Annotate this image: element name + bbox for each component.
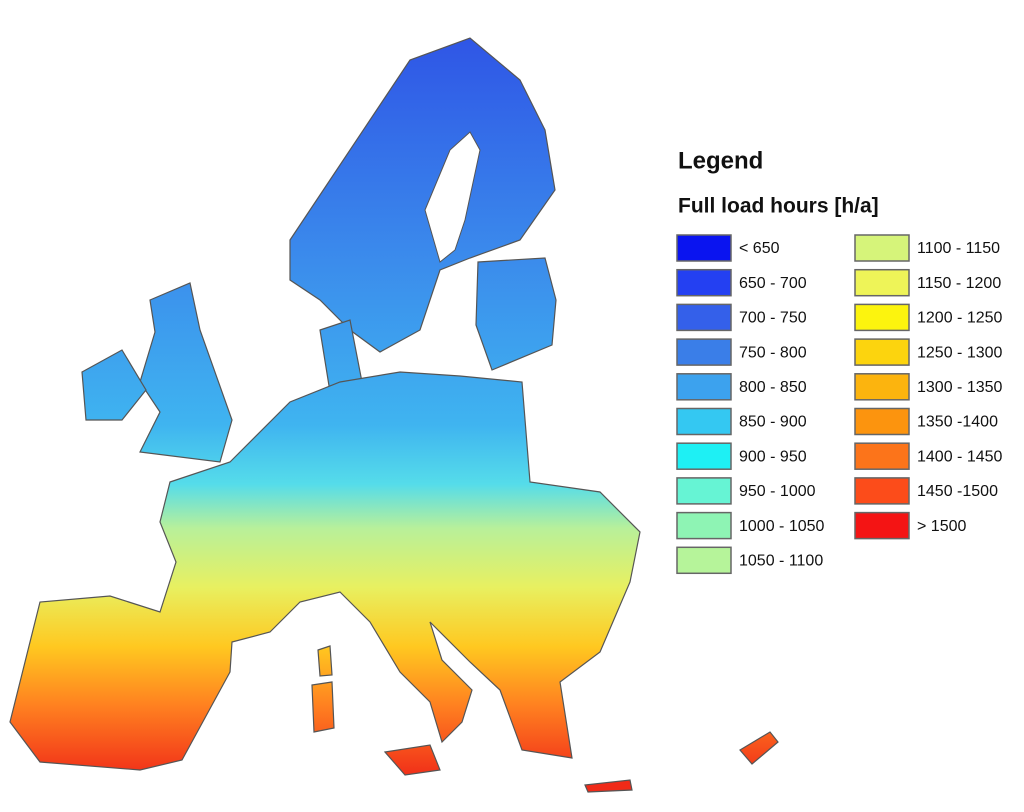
legend-label: > 1500 — [917, 518, 966, 535]
legend-title: Legend — [678, 147, 763, 174]
legend-swatch — [676, 407, 732, 436]
legend-label: 1100 - 1150 — [917, 240, 1000, 257]
legend-label: 800 - 850 — [739, 379, 807, 396]
legend-swatch — [854, 234, 910, 262]
legend-subtitle: Full load hours [h/a] — [678, 195, 879, 218]
baltic-states — [475, 257, 557, 371]
legend: Legend Full load hours [h/a] < 650 650 - … — [676, 147, 1003, 575]
legend-swatch — [676, 511, 732, 540]
legend-swatch — [676, 303, 732, 332]
legend-label: 650 - 700 — [739, 275, 807, 292]
legend-label: 1350 -1400 — [917, 414, 998, 431]
legend-swatch — [676, 477, 732, 505]
legend-label: 700 - 750 — [739, 310, 807, 327]
legend-label: 1450 -1500 — [917, 483, 998, 500]
legend-swatch — [854, 303, 910, 332]
legend-label: 1300 - 1350 — [917, 379, 1003, 396]
legend-swatch — [854, 511, 910, 540]
legend-swatch — [676, 234, 732, 262]
legend-label: 1050 - 1100 — [739, 553, 823, 570]
legend-label: 950 - 1000 — [739, 483, 816, 500]
legend-label: < 650 — [739, 240, 780, 257]
sardinia — [311, 681, 335, 733]
legend-label: 1150 - 1200 — [917, 275, 1001, 292]
legend-label: 850 - 900 — [739, 414, 807, 431]
continental-europe — [9, 371, 641, 771]
scandinavia — [289, 37, 556, 353]
gulf-of-bothnia — [424, 131, 481, 263]
crete — [584, 779, 633, 793]
legend-label: 1200 - 1250 — [917, 310, 1003, 327]
corsica — [317, 645, 333, 677]
legend-swatch — [676, 442, 732, 470]
legend-swatch — [854, 373, 910, 401]
legend-swatch — [854, 268, 910, 297]
legend-swatch — [676, 373, 732, 401]
legend-swatch — [854, 407, 910, 436]
legend-swatch — [676, 338, 732, 366]
legend-label: 1400 - 1450 — [917, 448, 1003, 465]
legend-label: 1250 - 1300 — [917, 344, 1003, 361]
legend-label: 750 - 800 — [739, 344, 807, 361]
cyprus — [739, 731, 779, 765]
great-britain — [139, 282, 233, 463]
europe-map — [9, 37, 779, 793]
legend-swatch — [676, 546, 732, 575]
legend-label: 1000 - 1050 — [739, 518, 825, 535]
legend-swatch — [854, 477, 910, 505]
legend-swatch — [854, 338, 910, 366]
legend-label: 900 - 950 — [739, 448, 807, 465]
ireland — [81, 349, 147, 421]
legend-swatch — [854, 442, 910, 470]
legend-swatch — [676, 268, 732, 297]
sicily — [383, 744, 441, 776]
